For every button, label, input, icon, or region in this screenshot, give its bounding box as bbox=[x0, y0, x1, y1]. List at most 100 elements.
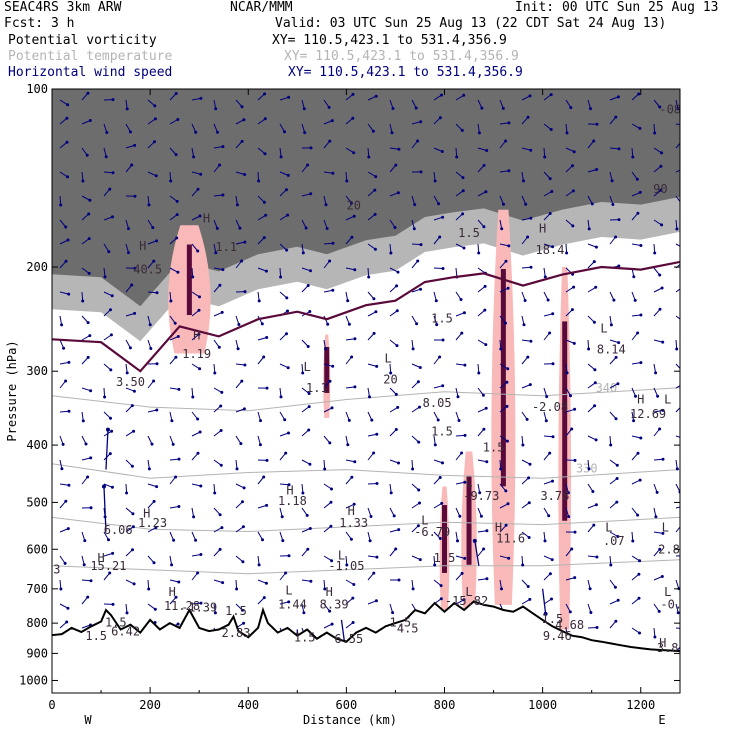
wind-arrowhead bbox=[169, 299, 173, 303]
wind-arrowhead bbox=[548, 331, 552, 335]
wind-arrowhead bbox=[175, 236, 179, 240]
wind-arrowhead bbox=[633, 298, 637, 302]
wind-arrow bbox=[367, 363, 377, 367]
wind-arrowhead bbox=[215, 226, 219, 230]
wind-arrowhead bbox=[550, 190, 554, 193]
extremum-label: L bbox=[421, 514, 428, 528]
x-tick-label: 1200 bbox=[626, 698, 655, 712]
wind-arrow bbox=[675, 506, 680, 509]
wind-arrowhead bbox=[396, 405, 400, 409]
wind-arrow bbox=[279, 531, 284, 541]
wind-arrowhead bbox=[480, 106, 484, 110]
wind-arrowhead bbox=[242, 118, 246, 122]
wind-arrowhead bbox=[128, 346, 132, 350]
wind-arrow bbox=[499, 459, 502, 470]
wind-arrow bbox=[521, 435, 524, 446]
wind-arrowhead bbox=[419, 287, 422, 291]
wind-arrowhead bbox=[125, 371, 129, 375]
wind-arrowhead bbox=[550, 597, 553, 601]
wind-arrowhead bbox=[346, 443, 350, 447]
wind-arrowhead bbox=[507, 556, 511, 560]
wind-arrow bbox=[653, 507, 657, 517]
wind-arrow bbox=[213, 363, 216, 374]
wind-arrowhead bbox=[683, 504, 686, 507]
y-axis-label: Pressure (hPa) bbox=[5, 340, 19, 441]
wind-arrow bbox=[609, 315, 612, 325]
extremum-label: 3.50 bbox=[116, 375, 145, 389]
valid-time: Valid: 03 UTC Sun 25 Aug 13 (22 CDT Sat … bbox=[275, 16, 667, 31]
wind-arrowhead bbox=[286, 309, 289, 313]
wind-arrow bbox=[213, 339, 220, 348]
wind-arrowhead bbox=[176, 118, 180, 121]
wind-arrow bbox=[477, 339, 487, 346]
wind-arrowhead bbox=[657, 609, 661, 613]
extremum-label: 40.5 bbox=[133, 262, 162, 276]
wind-arrowhead bbox=[526, 355, 530, 359]
wind-arrowhead bbox=[175, 213, 179, 217]
wind-arrowhead bbox=[372, 297, 376, 301]
extremum-label: H bbox=[203, 211, 210, 225]
wind-arrow bbox=[169, 291, 172, 302]
extremum-label: -1.05 bbox=[328, 559, 364, 573]
pv-core bbox=[324, 346, 330, 393]
wind-arrowhead bbox=[529, 148, 533, 152]
wind-arrow bbox=[565, 548, 573, 557]
wind-arrowhead bbox=[242, 621, 246, 625]
wind-arrowhead bbox=[81, 419, 85, 423]
wind-arrowhead bbox=[654, 515, 658, 519]
wind-arrowhead bbox=[301, 251, 305, 255]
wind-arrowhead bbox=[593, 381, 597, 385]
wind-arrow bbox=[675, 195, 680, 203]
wind-arrow bbox=[631, 147, 634, 158]
wind-arrowhead bbox=[484, 190, 488, 194]
wind-arrowhead bbox=[192, 515, 196, 519]
wind-arrowhead bbox=[148, 323, 152, 327]
wind-arrowhead bbox=[105, 131, 109, 134]
wind-arrowhead bbox=[330, 119, 334, 123]
wind-arrowhead bbox=[661, 408, 665, 412]
wind-arrowhead bbox=[571, 189, 575, 193]
wind-arrowhead bbox=[308, 527, 312, 530]
wind-arrow bbox=[631, 123, 641, 129]
extremum-label: 1.5 bbox=[85, 629, 107, 643]
wind-arrow bbox=[323, 501, 332, 509]
wind-arrowhead bbox=[418, 558, 422, 562]
wind-arrowhead bbox=[133, 194, 137, 198]
pv-core bbox=[186, 244, 192, 316]
wind-arrowhead bbox=[682, 320, 685, 323]
wind-arrowhead bbox=[89, 389, 93, 393]
wind-arrowhead bbox=[551, 312, 555, 316]
wind-arrowhead bbox=[328, 379, 332, 383]
wind-arrowhead bbox=[675, 347, 679, 351]
wind-arrowhead bbox=[281, 539, 285, 543]
wind-arrowhead bbox=[482, 427, 486, 431]
extremum-label: 1.5 bbox=[294, 631, 316, 645]
wind-arrowhead bbox=[286, 366, 290, 370]
wind-arrowhead bbox=[86, 355, 90, 359]
wind-arrowhead bbox=[262, 475, 266, 479]
wind-arrowhead bbox=[153, 607, 157, 611]
wind-arrowhead bbox=[396, 191, 400, 195]
wind-arrowhead bbox=[374, 175, 378, 179]
wind-arrowhead bbox=[196, 451, 200, 455]
wind-arrowhead bbox=[455, 155, 459, 159]
wind-arrow bbox=[323, 242, 334, 245]
wind-arrowhead bbox=[199, 96, 203, 100]
wind-arrowhead bbox=[199, 172, 203, 176]
wind-arrow bbox=[345, 411, 350, 421]
wind-arrow bbox=[411, 195, 416, 205]
wind-arrowhead bbox=[108, 187, 112, 191]
wind-arrowhead bbox=[463, 363, 467, 367]
extremum-label: L bbox=[600, 322, 607, 336]
wind-arrow bbox=[499, 195, 504, 205]
wind-arrowhead bbox=[214, 107, 218, 111]
wind-arrowhead bbox=[352, 502, 356, 506]
wind-arrow bbox=[499, 99, 504, 109]
wind-arrow bbox=[191, 243, 199, 252]
wind-arrowhead bbox=[81, 299, 85, 303]
wind-arrowhead bbox=[306, 547, 310, 551]
wind-arrowhead bbox=[653, 635, 657, 639]
wind-arrow bbox=[433, 216, 443, 221]
wind-arrowhead bbox=[66, 103, 70, 107]
wind-arrow bbox=[389, 164, 397, 173]
